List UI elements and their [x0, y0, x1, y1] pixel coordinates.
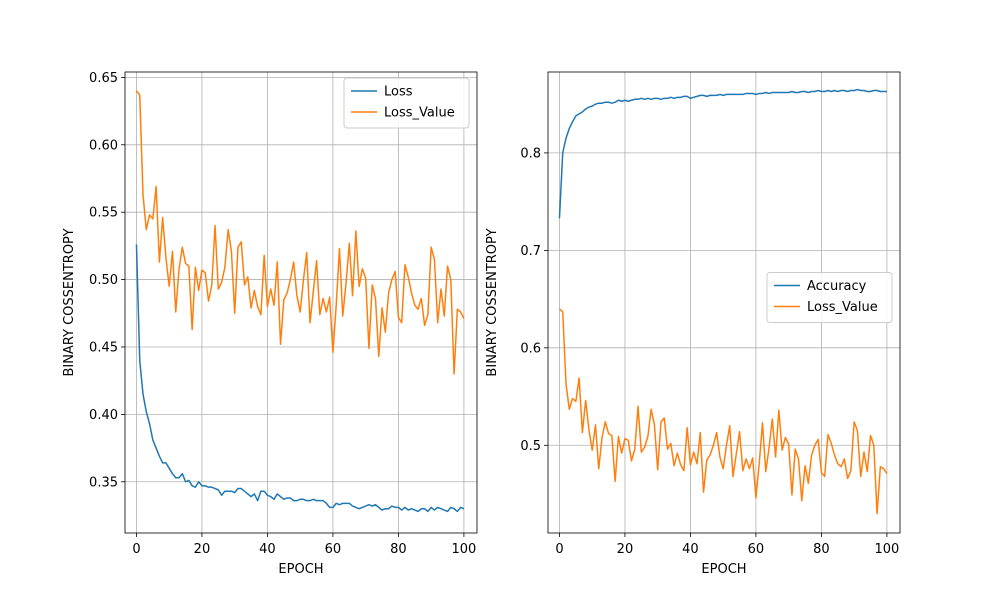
series-line-loss — [135, 244, 465, 513]
x-tick-label: 60 — [748, 542, 765, 557]
x-tick-label: 60 — [325, 542, 342, 557]
x-tick-label: 20 — [194, 542, 211, 557]
y-tick-label: 0.65 — [89, 71, 118, 86]
legend-label-loss-value: Loss_Value — [807, 300, 878, 315]
y-tick-label: 0.50 — [89, 273, 118, 288]
y-tick-label: 0.7 — [520, 244, 541, 259]
series-line-loss-value — [558, 308, 888, 515]
x-tick-label: 100 — [451, 542, 476, 557]
y-tick-label: 0.8 — [520, 146, 541, 161]
legend: Loss Loss_Value — [343, 77, 470, 129]
series-line-loss-value — [135, 90, 465, 375]
x-axis-label: EPOCH — [701, 562, 746, 577]
x-tick-label: 40 — [259, 542, 276, 557]
y-tick-label: 0.55 — [89, 206, 118, 221]
y-tick-label: 0.6 — [520, 341, 541, 356]
y-tick-label: 0.5 — [520, 439, 541, 454]
x-tick-label: 40 — [682, 542, 699, 557]
series-line-accuracy — [558, 88, 887, 219]
x-tick-label: 0 — [132, 542, 140, 557]
x-tick-label: 100 — [874, 542, 899, 557]
left-chart: 0 20 40 60 80 100 0.35 0.40 0.45 0.50 0.55 0.60 0.65… — [62, 71, 478, 577]
y-axis-label: BINARY COSSENTROPY — [485, 228, 500, 376]
x-tick-label: 80 — [813, 542, 830, 557]
y-tick-label: 0.60 — [89, 138, 118, 153]
plot-frame — [124, 71, 478, 534]
y-tick-label: 0.45 — [89, 340, 118, 355]
y-tick-label: 0.35 — [89, 475, 118, 490]
legend-label-loss: Loss — [384, 85, 413, 100]
y-axis-label: BINARY COSSENTROPY — [62, 228, 77, 376]
right-chart: 0 20 40 60 80 100 0.5 0.6 0.7 0.8 EPOCH BINARY COSS… — [485, 71, 901, 577]
x-tick-label: 0 — [555, 542, 563, 557]
legend-label-loss-value: Loss_Value — [384, 106, 455, 121]
legend-label-accuracy: Accuracy — [807, 279, 867, 294]
x-axis-label: EPOCH — [278, 562, 323, 577]
legend: Accuracy Loss_Value — [766, 272, 893, 323]
x-tick-label: 80 — [390, 542, 407, 557]
x-tick-label: 20 — [617, 542, 634, 557]
y-tick-label: 0.40 — [89, 408, 118, 423]
plot-frame — [547, 71, 901, 534]
